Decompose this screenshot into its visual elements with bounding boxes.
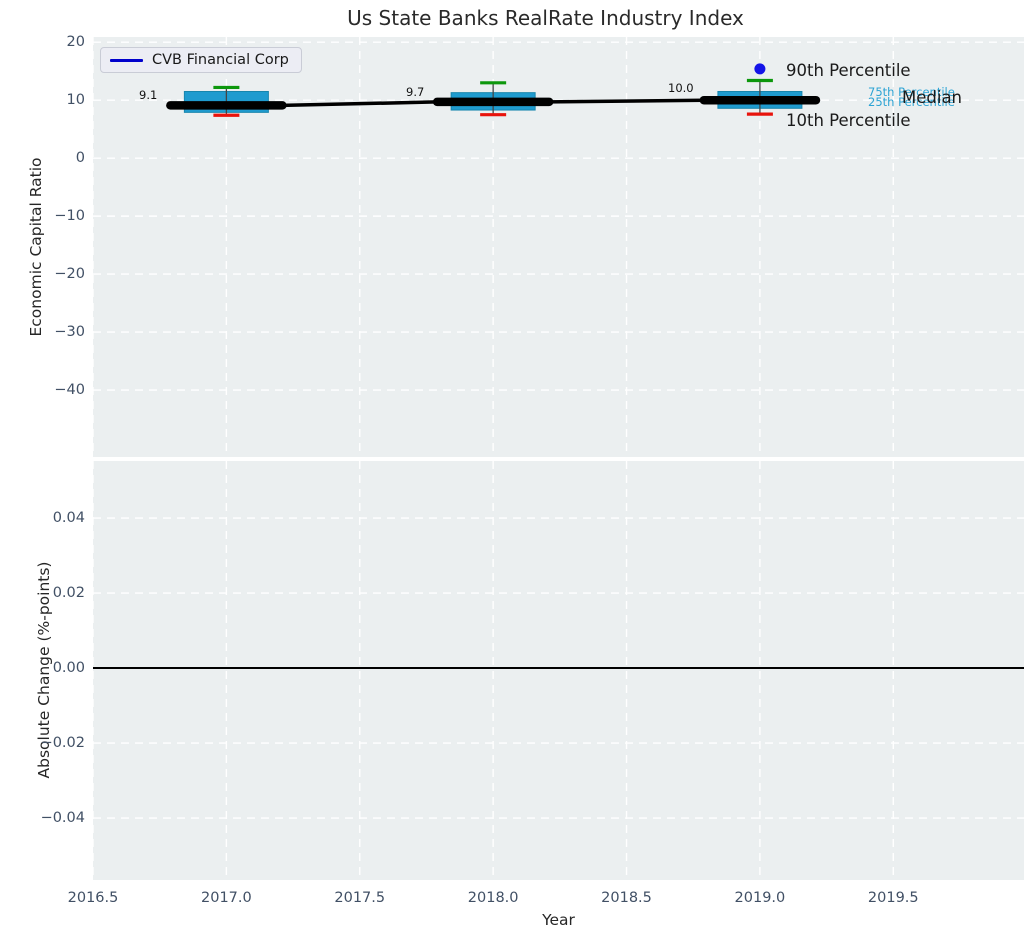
outlier-dot-2019 — [754, 63, 766, 75]
annotation-median: Median — [902, 88, 963, 107]
y-tick-bottom-0.02: 0.02 — [52, 585, 85, 602]
annotation-10th-percentile: 10th Percentile — [786, 111, 911, 130]
absolute-change-plot — [93, 461, 1024, 880]
y-tick-bottom-0.04: 0.04 — [52, 510, 85, 527]
y-tick-bottom-0.00: 0.00 — [52, 660, 85, 677]
x-tick-2017.0: 2017.0 — [201, 890, 252, 906]
y-tick-top-−10: −10 — [54, 208, 85, 225]
annotation-90th-percentile: 90th Percentile — [786, 61, 911, 80]
y-tick-top-0: 0 — [75, 150, 85, 167]
y-tick-top-10: 10 — [66, 92, 85, 109]
legend-line-swatch — [110, 58, 143, 62]
legend-label: CVB Financial Corp — [152, 52, 289, 68]
y-axis-label-top: Economic Capital Ratio — [27, 157, 45, 337]
x-tick-2019.0: 2019.0 — [734, 890, 786, 906]
y-tick-top-−20: −20 — [54, 266, 85, 283]
x-tick-2017.5: 2017.5 — [334, 890, 386, 906]
series-connector — [549, 98, 704, 104]
x-tick-2018.5: 2018.5 — [601, 890, 652, 906]
y-tick-top-−30: −30 — [54, 324, 85, 341]
value-label-2017: 9.1 — [139, 88, 158, 102]
y-tick-bottom-−0.02: −0.02 — [40, 735, 85, 752]
x-tick-2019.5: 2019.5 — [867, 890, 919, 906]
annotation-75th-percentile: 75th Percentile — [868, 85, 955, 99]
change-canvas — [93, 461, 1024, 880]
x-tick-2016.5: 2016.5 — [67, 890, 119, 906]
y-tick-top-20: 20 — [66, 34, 85, 51]
y-tick-bottom-−0.04: −0.04 — [40, 810, 85, 827]
legend: CVB Financial Corp — [100, 47, 302, 73]
series-connector — [282, 100, 438, 108]
economic-capital-ratio-plot — [93, 37, 1024, 457]
annotation-25th-percentile: 25th Percentile — [868, 95, 955, 109]
x-tick-2018.0: 2018.0 — [467, 890, 519, 906]
value-label-2018: 9.7 — [406, 85, 425, 99]
x-axis-label: Year — [542, 911, 575, 929]
chart-title: Us State Banks RealRate Industry Index — [347, 6, 744, 30]
boxplot-canvas — [93, 37, 1024, 457]
value-label-2019: 10.0 — [668, 81, 694, 95]
y-tick-top-−40: −40 — [54, 382, 85, 399]
